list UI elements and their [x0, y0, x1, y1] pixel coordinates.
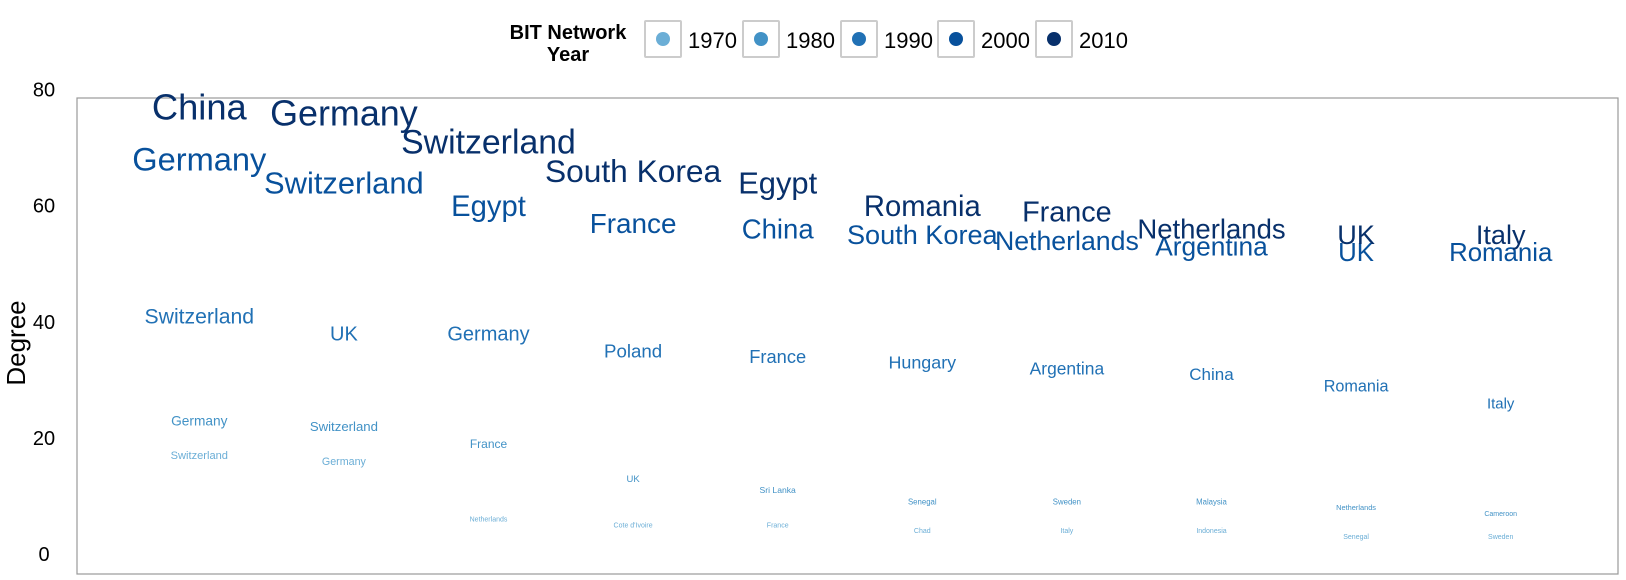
data-label-1970: Sweden	[1488, 534, 1513, 541]
data-label-1990: Switzerland	[145, 305, 255, 328]
data-label-2000: France	[590, 208, 677, 239]
data-label-1980: Cameroon	[1484, 511, 1517, 518]
data-label-1980: Malaysia	[1196, 497, 1227, 506]
y-tick-label: 80	[33, 80, 55, 102]
data-label-1980: Netherlands	[1336, 503, 1376, 512]
data-label-2010: Romania	[864, 191, 982, 223]
data-label-2000: Netherlands	[995, 226, 1139, 256]
data-label-1980: Switzerland	[310, 419, 378, 434]
data-label-2000: Germany	[132, 141, 267, 178]
y-tick-label: 40	[33, 312, 55, 334]
data-label-1970: Italy	[1060, 528, 1073, 535]
y-tick-label: 20	[33, 428, 55, 450]
data-label-1970: France	[767, 522, 789, 529]
data-label-2000: Egypt	[451, 191, 526, 223]
data-label-2000: Switzerland	[264, 165, 424, 200]
data-label-1970: Netherlands	[470, 517, 508, 524]
data-label-1980: Senegal	[908, 497, 937, 506]
data-label-1970: Switzerland	[171, 450, 228, 462]
y-axis-label: Degree	[1, 300, 31, 385]
data-label-1990: Germany	[447, 323, 529, 345]
data-label-1990: Argentina	[1030, 358, 1105, 378]
data-label-1980: UK	[626, 474, 640, 485]
data-label-2010: UK	[1337, 219, 1375, 250]
data-label-1990: Italy	[1487, 396, 1515, 412]
data-label-1990: UK	[330, 323, 358, 345]
data-label-2010: South Korea	[545, 153, 722, 189]
data-label-1990: Hungary	[888, 353, 956, 373]
data-label-1980: Germany	[171, 413, 227, 428]
data-label-2000: South Korea	[847, 219, 999, 250]
data-label-1970: Cote d'Ivoire	[614, 522, 653, 529]
data-label-1980: Sri Lanka	[760, 485, 797, 495]
data-label-1970: Indonesia	[1196, 528, 1226, 535]
data-label-2010: Italy	[1476, 219, 1526, 250]
data-label-1970: Chad	[914, 528, 931, 535]
data-label-1990: China	[1189, 365, 1234, 384]
data-label-1970: Germany	[322, 456, 367, 468]
data-label-2010: Germany	[270, 93, 418, 133]
data-label-2000: China	[742, 214, 815, 245]
data-label-2010: France	[1022, 197, 1112, 229]
data-label-1990: France	[749, 346, 806, 367]
y-tick-label: 0	[38, 544, 49, 566]
y-tick-label: 60	[33, 196, 55, 218]
data-label-1970: Senegal	[1343, 534, 1369, 541]
data-label-2010: China	[152, 87, 248, 128]
data-label-2010: Netherlands	[1137, 214, 1285, 245]
data-label-1980: Sweden	[1053, 497, 1081, 506]
data-label-2010: Egypt	[738, 165, 817, 200]
data-label-1990: Poland	[604, 340, 662, 361]
data-label-1980: France	[470, 437, 508, 451]
data-label-1990: Romania	[1324, 377, 1389, 395]
